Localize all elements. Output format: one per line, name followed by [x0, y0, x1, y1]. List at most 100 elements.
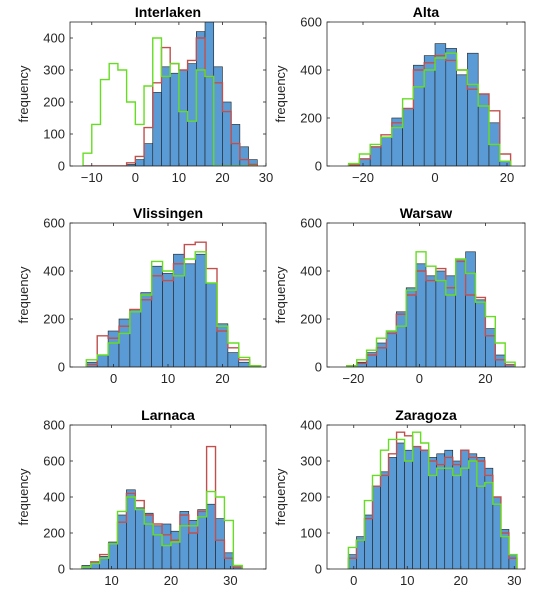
histogram-bar [465, 251, 476, 367]
y-axis-label: frequency [273, 468, 288, 526]
histogram-bar [402, 108, 414, 166]
histogram-bar [187, 63, 197, 166]
histogram-bar [388, 457, 397, 569]
histogram-bar [413, 64, 425, 166]
histogram-bar [169, 72, 180, 166]
histogram-bar [356, 536, 365, 569]
x-tick-label: 30 [259, 170, 273, 185]
x-tick-label: 0 [431, 170, 438, 185]
histogram-bar [107, 330, 120, 367]
x-tick-label: 10 [161, 371, 175, 386]
histogram-panel-1: −10 0 10 20 300100200300400Interlakenfrequen… [16, 4, 273, 185]
histogram-bar [215, 518, 225, 569]
green-outline-series [85, 251, 262, 367]
x-tick-label: 0 [110, 371, 117, 386]
histogram-bar [492, 496, 502, 569]
x-tick-label: −20 [342, 371, 364, 386]
y-axis-label: frequency [16, 266, 31, 324]
plot-area [81, 445, 243, 569]
histogram-bar [364, 514, 373, 569]
x-tick-label: 10 [172, 170, 186, 185]
histogram-bar [467, 52, 479, 166]
y-tick-label: 200 [300, 111, 322, 126]
histogram-bar [436, 453, 446, 569]
axes-box [326, 21, 526, 167]
x-tick-label: 20 [454, 573, 468, 588]
y-tick-label: 0 [58, 360, 65, 375]
histogram-bar [445, 275, 456, 367]
y-tick-label: 400 [300, 264, 322, 279]
green-outline-series [346, 251, 516, 367]
histogram-bar [161, 523, 172, 569]
histogram-bar [508, 554, 518, 569]
x-tick-label: 20 [164, 573, 178, 588]
panel-title: Interlaken [135, 4, 201, 20]
histogram-bar [152, 92, 162, 166]
histogram-bar [178, 69, 188, 166]
green-outline-series [347, 431, 518, 569]
y-tick-label: 800 [43, 418, 65, 433]
histogram-bar [196, 31, 206, 166]
x-tick-label: 10 [104, 573, 118, 588]
y-axis-label: frequency [273, 65, 288, 123]
x-tick-label: 0 [132, 170, 139, 185]
histogram-bar [194, 253, 207, 367]
histogram-bar [476, 457, 486, 569]
histogram-bar [455, 258, 466, 367]
histogram-bar [456, 74, 468, 166]
histogram-bar [152, 525, 163, 569]
y-tick-label: 100 [300, 526, 322, 541]
panel-title: Zaragoza [395, 407, 457, 423]
histogram-bar [126, 489, 136, 569]
histogram-bar [435, 270, 447, 367]
y-tick-label: 400 [43, 264, 65, 279]
y-axis-label: frequency [16, 65, 31, 123]
histogram-bar [161, 66, 171, 166]
histogram-bar [239, 146, 249, 166]
y-tick-label: 300 [300, 454, 322, 469]
histogram-bar [227, 352, 240, 367]
histogram-bar [485, 328, 496, 367]
histogram-bar [404, 449, 413, 569]
y-tick-label: 100 [43, 127, 65, 142]
histogram-bar [143, 512, 154, 569]
green-outline-series [82, 37, 258, 166]
histogram-bar [348, 554, 357, 569]
y-tick-label: 200 [300, 490, 322, 505]
histogram-bar [151, 265, 163, 367]
y-tick-label: 200 [43, 95, 65, 110]
histogram-bar [434, 43, 447, 166]
histogram-bar [477, 93, 490, 166]
histogram-bar [129, 309, 142, 367]
histogram-bar [428, 457, 438, 569]
red-outline-series [347, 54, 512, 166]
histogram-bar [162, 273, 174, 367]
panel-title: Larnaca [141, 407, 195, 423]
histogram-bar [412, 446, 421, 569]
y-tick-label: 200 [43, 312, 65, 327]
y-tick-label: 600 [300, 216, 322, 231]
histogram-bar [117, 514, 127, 569]
histogram-bar [90, 561, 100, 569]
histogram-bar [143, 143, 154, 166]
histogram-bar [140, 292, 152, 367]
y-tick-label: 0 [315, 360, 322, 375]
histogram-bar [179, 511, 190, 569]
panel-title: Vlissingen [133, 205, 203, 221]
panel-title: Warsaw [400, 205, 453, 221]
y-tick-label: 400 [300, 418, 322, 433]
x-tick-label: 0 [350, 573, 357, 588]
green-outline-series [81, 490, 243, 569]
histogram-bar [230, 124, 241, 166]
y-tick-label: 200 [300, 312, 322, 327]
histogram-bar [445, 48, 457, 166]
histogram-bar [452, 460, 462, 569]
y-axis-label: frequency [16, 468, 31, 526]
histogram-bar [423, 55, 436, 166]
y-tick-label: 0 [315, 159, 322, 174]
y-tick-label: 300 [43, 63, 65, 78]
histogram-bar [484, 467, 494, 569]
